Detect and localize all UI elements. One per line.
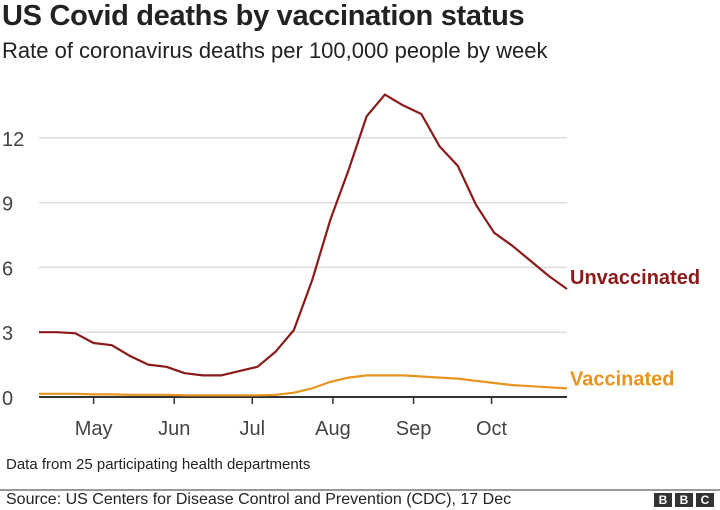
y-tick-label: 12 xyxy=(2,129,24,151)
x-tick-label: May xyxy=(75,418,113,440)
y-tick-label: 6 xyxy=(2,258,13,280)
x-tick-label: Sep xyxy=(396,418,432,440)
y-tick-label: 9 xyxy=(2,194,13,216)
footer-divider xyxy=(0,489,720,491)
x-tick-label: Oct xyxy=(476,418,508,440)
series-line-unvaccinated xyxy=(39,93,568,377)
data-note: Data from 25 participating health depart… xyxy=(6,456,311,473)
source-text: Source: US Centers for Disease Control a… xyxy=(6,491,512,508)
series-line-vaccinated xyxy=(39,374,568,397)
x-tick-label: Jun xyxy=(158,418,190,440)
chart-subtitle: Rate of coronavirus deaths per 100,000 p… xyxy=(2,38,548,63)
chart-title: US Covid deaths by vaccination status xyxy=(2,0,525,32)
x-tick-label: Jul xyxy=(239,418,265,440)
x-tick-label: Aug xyxy=(315,418,351,440)
y-tick-label: 3 xyxy=(2,323,13,345)
series-label: Unvaccinated xyxy=(570,267,700,289)
series-label: Vaccinated xyxy=(570,368,675,390)
y-tick-label: 0 xyxy=(2,388,13,410)
